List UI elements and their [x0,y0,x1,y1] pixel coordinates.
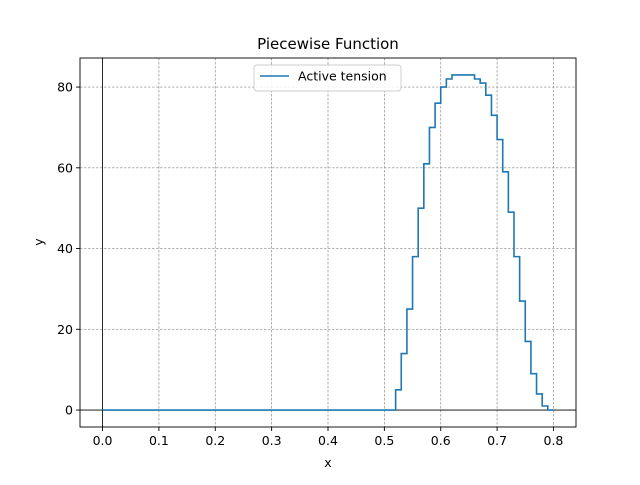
legend-label: Active tension [298,69,387,84]
x-tick-label: 0.3 [262,433,282,448]
x-axis-label: x [324,455,331,470]
y-tick-label: 40 [57,241,73,256]
x-tick-label: 0.1 [149,433,169,448]
x-tick-label: 0.8 [544,433,564,448]
y-tick-label: 20 [57,322,73,337]
x-tick-label: 0.0 [93,433,113,448]
legend: Active tension [253,64,402,92]
x-tick-label: 0.7 [487,433,507,448]
x-tick-label: 0.4 [318,433,338,448]
axis-ticks: 0.0 0.1 0.2 0.3 0.4 0.5 0.6 0.7 0.8 0 20 40 60 80 [57,80,563,448]
y-tick-label: 0 [65,403,73,418]
y-tick-label: 60 [57,160,73,175]
x-tick-label: 0.6 [431,433,451,448]
x-tick-label: 0.2 [205,433,225,448]
x-tick-label: 0.5 [374,433,394,448]
y-axis-label: y [31,238,46,246]
series-layer [102,74,554,411]
series-line-active-tension [102,74,554,411]
y-tick-label: 80 [57,80,73,95]
chart-title: Piecewise Function [257,35,399,53]
legend-box [253,64,402,92]
